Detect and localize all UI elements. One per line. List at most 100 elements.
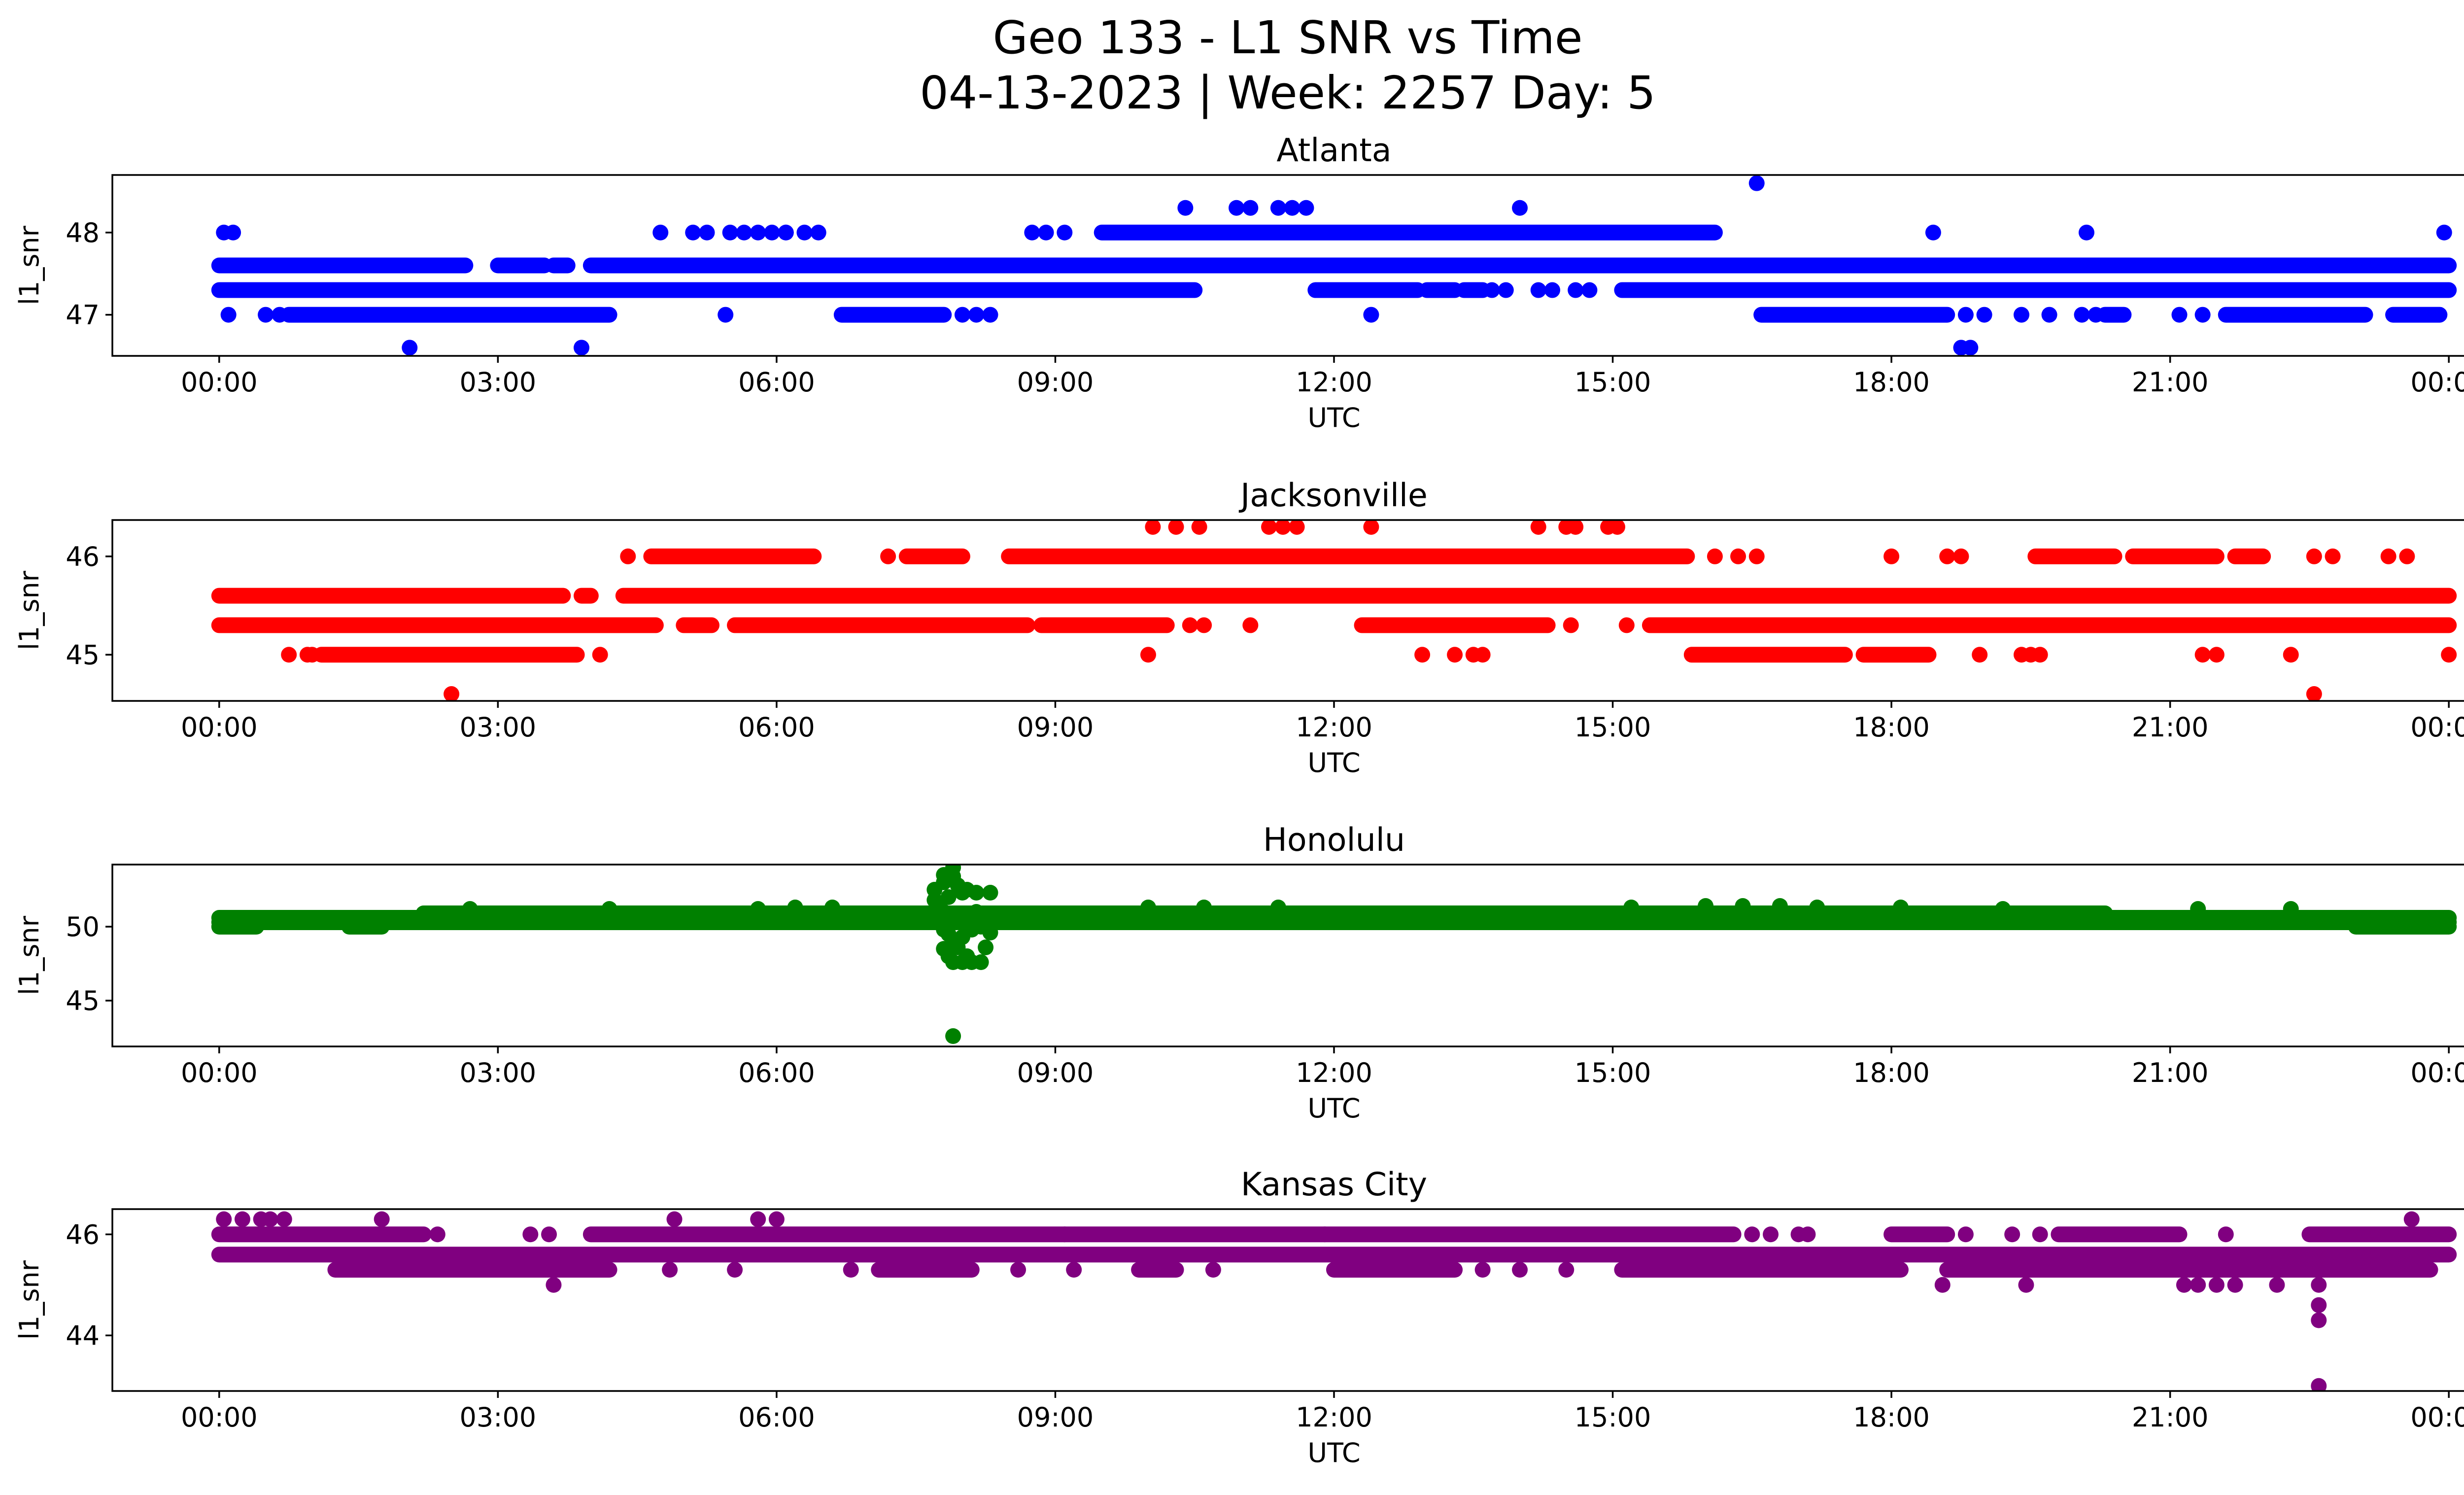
x-axis-label: UTC (1307, 402, 1360, 433)
data-point (2306, 548, 2322, 564)
data-point (429, 1226, 445, 1243)
data-point (978, 939, 994, 955)
data-point (968, 307, 985, 323)
x-axis-label: UTC (1307, 1093, 1360, 1124)
data-point (2190, 901, 2206, 917)
data-point (1563, 617, 1579, 633)
data-point (982, 307, 998, 323)
data-point (1772, 898, 1788, 914)
data-point (522, 1226, 539, 1243)
data-point (1010, 1262, 1027, 1278)
data-point (1140, 647, 1156, 663)
x-tick-label: 21:00 (2132, 712, 2209, 743)
data-point (2283, 647, 2299, 663)
data-point (601, 901, 617, 917)
data-point (968, 885, 985, 901)
data-point (1953, 548, 1969, 564)
data-point (1270, 200, 1286, 216)
x-tick-label: 03:00 (460, 712, 537, 743)
subplot-title: Atlanta (1276, 132, 1391, 169)
data-point (2218, 1226, 2234, 1243)
data-point (1512, 200, 1528, 216)
x-tick-label: 00:00 (181, 1057, 258, 1088)
x-tick-label: 18:00 (1853, 367, 1930, 398)
data-point (1498, 282, 1514, 298)
data-point (1140, 900, 1156, 915)
data-point (1191, 520, 1207, 535)
data-point (2311, 1277, 2327, 1293)
data-point (750, 901, 766, 917)
y-tick-label: 45 (66, 985, 100, 1016)
data-point (1753, 257, 1770, 274)
data-point (750, 224, 766, 241)
data-point (2208, 1277, 2224, 1293)
data-point (736, 224, 752, 241)
data-point (2311, 1297, 2327, 1313)
data-point (1790, 257, 1807, 274)
data-point (1748, 548, 1765, 564)
data-point (2269, 1277, 2285, 1293)
data-point (225, 224, 241, 241)
x-tick-label: 00:00 (2410, 1057, 2464, 1088)
data-point (750, 1211, 766, 1227)
data-point (2018, 1277, 2034, 1293)
data-point (1038, 224, 1054, 241)
data-point (685, 224, 701, 241)
data-point (2088, 307, 2104, 323)
data-point (727, 1262, 743, 1278)
data-point (1298, 200, 1314, 216)
x-tick-label: 09:00 (1017, 712, 1094, 743)
data-point (1707, 548, 1723, 564)
data-point (1484, 282, 1500, 298)
subplot-jacksonville: Jacksonville 00:00 03:00 06:00 09:00 12:00 15:… (14, 477, 2464, 778)
data-point (1474, 1262, 1491, 1278)
data-point (541, 1226, 557, 1243)
x-tick-label: 00:00 (181, 367, 258, 398)
data-point (1530, 520, 1546, 535)
x-tick-label: 21:00 (2132, 1402, 2209, 1433)
data-point (1568, 520, 1584, 535)
x-tick-label: 00:00 (2410, 712, 2464, 743)
data-point (1242, 617, 1259, 633)
x-tick-label: 09:00 (1017, 1402, 1094, 1433)
data-point (1698, 898, 1714, 914)
x-tick-label: 00:00 (181, 1402, 258, 1433)
data-point (1474, 647, 1491, 663)
data-point (1196, 617, 1212, 633)
data-point (1024, 224, 1040, 241)
data-point (2227, 1277, 2243, 1293)
data-point (1609, 520, 1625, 535)
data-point (1196, 900, 1212, 915)
data-point (2306, 686, 2322, 701)
x-tick-label: 03:00 (460, 1402, 537, 1433)
data-point (402, 340, 418, 356)
x-tick-label: 15:00 (1574, 1402, 1651, 1433)
x-tick-label: 15:00 (1574, 712, 1651, 743)
data-point (796, 224, 813, 241)
data-point (1414, 647, 1431, 663)
data-point (1284, 200, 1300, 216)
data-point (2441, 647, 2457, 663)
data-point (1957, 1226, 1974, 1243)
data-point (2436, 224, 2452, 241)
data-point (444, 686, 460, 701)
data-point (2194, 307, 2211, 323)
x-tick-label: 09:00 (1017, 367, 1094, 398)
scatter-points (211, 1211, 2457, 1391)
x-tick-label: 15:00 (1574, 1057, 1651, 1088)
data-point (824, 900, 841, 915)
data-point (778, 224, 794, 241)
data-point (1261, 520, 1277, 535)
x-tick-label: 03:00 (460, 367, 537, 398)
subplot-honolulu: Honolulu 00:00 03:00 06:00 09:00 12:00 15:00 18… (14, 822, 2464, 1124)
data-point (662, 1262, 678, 1278)
y-axis-label: l1_snr (14, 570, 45, 650)
data-point (1962, 340, 1979, 356)
data-point (810, 224, 826, 241)
data-point (2380, 548, 2396, 564)
data-point (768, 1211, 785, 1227)
data-point (2208, 647, 2224, 663)
data-point (2032, 1226, 2048, 1243)
data-point (1363, 307, 1379, 323)
data-point (1809, 900, 1825, 915)
